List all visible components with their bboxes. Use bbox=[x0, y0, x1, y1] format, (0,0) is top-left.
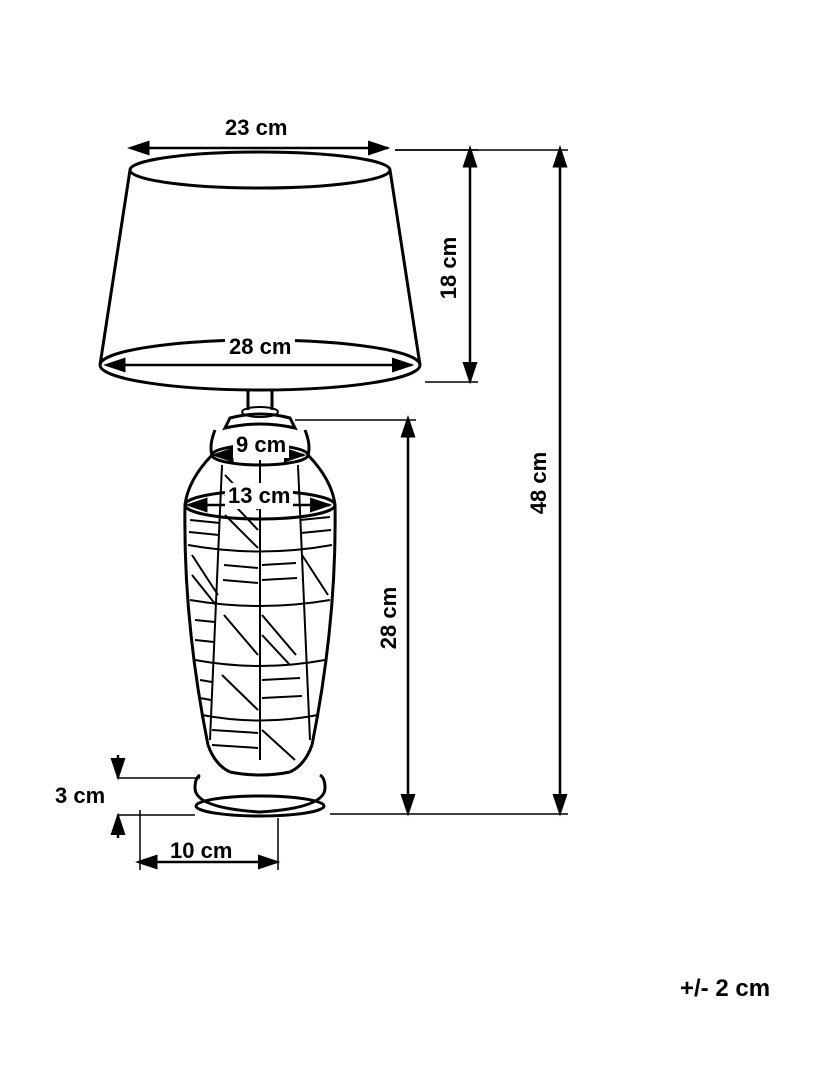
dim-body-neck: 9 cm bbox=[233, 432, 289, 458]
dim-base-width: 10 cm bbox=[170, 838, 232, 864]
dim-total-height: 48 cm bbox=[526, 452, 552, 514]
lamp-body bbox=[185, 414, 335, 772]
dim-shade-height: 18 cm bbox=[436, 237, 462, 299]
lamp-diagram bbox=[0, 0, 830, 1080]
tolerance-label: +/- 2 cm bbox=[680, 975, 770, 1003]
dim-body-width: 13 cm bbox=[225, 483, 293, 509]
dim-shade-top: 23 cm bbox=[225, 115, 287, 141]
dim-base-height: 3 cm bbox=[55, 783, 105, 809]
dimension-lines bbox=[108, 148, 568, 870]
dim-shade-bottom: 28 cm bbox=[225, 334, 295, 360]
lamp-base bbox=[195, 772, 325, 816]
dim-body-height: 28 cm bbox=[376, 587, 402, 649]
